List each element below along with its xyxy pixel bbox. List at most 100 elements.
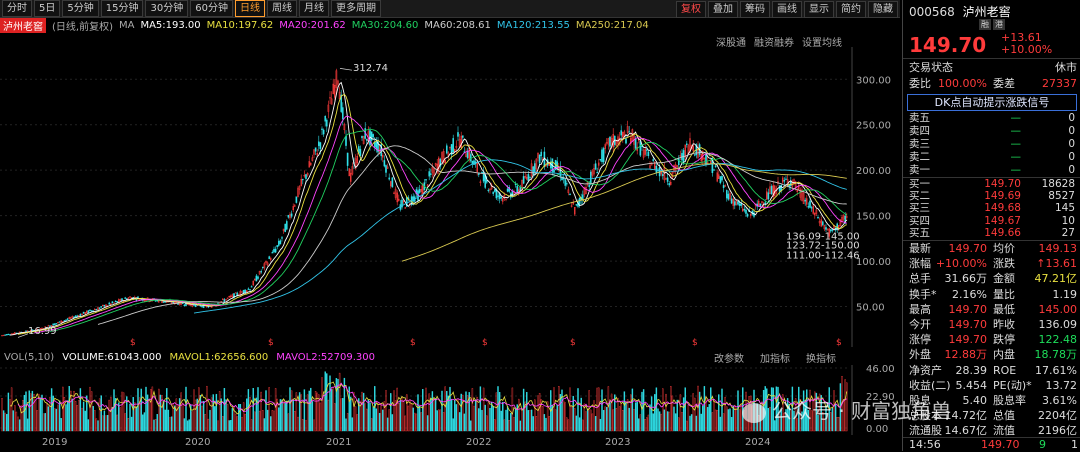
year-label: 2021 — [326, 437, 352, 448]
tab-5[interactable]: 60分钟 — [190, 0, 233, 17]
tab-4[interactable]: 30分钟 — [145, 0, 189, 17]
candlestick-chart[interactable]: 300.00 250.00 200.00 150.00 100.00 50.00 312.7… — [0, 47, 900, 347]
tab-7[interactable]: 周线 — [266, 0, 297, 17]
candle-body — [69, 317, 72, 319]
volume-bar — [334, 403, 336, 432]
candle-body — [727, 193, 730, 200]
volume-action-0[interactable]: 改参数 — [714, 354, 744, 365]
tab-1[interactable]: 5日 — [34, 0, 61, 17]
mini-link-0[interactable]: 深股通 — [716, 38, 746, 49]
volume-bar — [420, 412, 422, 432]
candle-body — [844, 215, 846, 224]
volume-bar — [359, 400, 362, 432]
volume-bar — [537, 395, 539, 432]
volume-bar — [799, 398, 802, 432]
tab-9[interactable]: 更多周期 — [330, 0, 381, 17]
ma-label[interactable]: MA — [118, 20, 135, 31]
volume-bar — [588, 390, 590, 432]
volume-bar — [316, 392, 318, 432]
level-price: — — [1010, 125, 1022, 137]
volume-bar — [662, 388, 664, 432]
candle-body — [420, 189, 423, 192]
volume-bar — [569, 387, 571, 432]
volume-bar — [38, 393, 40, 432]
volume-bar — [663, 409, 666, 432]
volume-bar — [492, 405, 494, 432]
candle-body — [253, 278, 256, 281]
toolbar-action-3[interactable]: 画线 — [772, 1, 802, 18]
candle-body — [273, 248, 275, 253]
volume-bar — [182, 402, 184, 432]
dividend-marker: $ — [692, 338, 698, 347]
volume-action-2[interactable]: 换指标 — [806, 354, 836, 365]
volume-bar — [73, 390, 75, 432]
volume-bar — [836, 417, 838, 432]
stat-row: 收益(二) 5.454 PE(动)* 13.72 — [903, 378, 1080, 394]
mini-link-2[interactable]: 设置均线 — [802, 38, 842, 49]
year-label: 2019 — [42, 437, 68, 448]
candle-body — [229, 295, 232, 297]
dk-signal-button[interactable]: DK点自动提示涨跌信号 — [907, 94, 1077, 111]
ma60-value: MA60:208.61 — [424, 20, 491, 31]
mini-link-1[interactable]: 融资融券 — [754, 38, 794, 49]
toolbar-action-2[interactable]: 筹码 — [740, 1, 770, 18]
candle-body — [703, 157, 706, 159]
tab-3[interactable]: 15分钟 — [100, 0, 144, 17]
candle-body — [170, 302, 173, 304]
candle-body — [473, 160, 475, 165]
volume-bar — [78, 400, 80, 432]
volume-bar — [124, 413, 126, 432]
volume-bar — [706, 407, 709, 432]
stat-label: 收益(二) — [909, 378, 951, 392]
volume-bar — [585, 411, 587, 432]
volume-bar — [746, 419, 749, 432]
volume-bar — [372, 406, 374, 432]
volume-bar — [526, 392, 528, 432]
candle-body — [329, 97, 331, 99]
volume-bar — [578, 417, 581, 432]
volume-bar — [134, 402, 136, 432]
volume-bar — [150, 389, 152, 432]
level-label: 买一 — [909, 178, 930, 190]
volume-bar — [668, 411, 670, 432]
volume-bar — [274, 388, 277, 432]
candle-body — [30, 330, 32, 332]
candle-body — [455, 145, 458, 148]
volume-bar — [721, 388, 723, 432]
volume-bar — [452, 418, 454, 432]
volume-bar — [52, 395, 54, 432]
volume-bar — [711, 412, 714, 432]
toolbar-action-5[interactable]: 简约 — [836, 1, 866, 18]
toolbar-action-4[interactable]: 显示 — [804, 1, 834, 18]
candle-body — [298, 186, 301, 190]
stock-name-tag[interactable]: 泸州老窖 — [0, 18, 46, 33]
volume-bar — [686, 420, 688, 432]
level-price: 149.68 — [984, 202, 1021, 215]
stock-badge: 港 — [993, 19, 1005, 30]
volume-bar — [446, 391, 448, 432]
tab-0[interactable]: 分时 — [2, 0, 32, 17]
volume-bar — [378, 412, 381, 432]
volume-bar — [350, 396, 352, 432]
tab-8[interactable]: 月线 — [298, 0, 329, 17]
volume-chart[interactable]: 46.00 22.90 0.00 — [0, 365, 900, 435]
price-change-block: +13.61 +10.00% — [1001, 32, 1052, 56]
trade-status-label: 交易状态 — [909, 61, 953, 74]
volume-bar — [511, 387, 514, 432]
level-label: 卖三 — [909, 138, 930, 150]
toolbar-action-1[interactable]: 叠加 — [708, 1, 738, 18]
tab-2[interactable]: 5分钟 — [62, 0, 99, 17]
candle-body — [814, 212, 816, 216]
stock-code: 000568 — [909, 5, 955, 19]
candle-body — [2, 334, 5, 337]
candle-body — [374, 142, 376, 147]
volume-action-1[interactable]: 加指标 — [760, 354, 790, 365]
toolbar-action-0[interactable]: 复权 — [676, 1, 706, 18]
volume-bar — [398, 403, 400, 432]
volume-bar — [302, 419, 304, 432]
tab-6[interactable]: 日线 — [234, 0, 265, 17]
volume-bar — [666, 411, 669, 432]
volume-bar — [532, 416, 534, 432]
candle-body — [119, 299, 122, 302]
toolbar-action-6[interactable]: 隐藏 — [868, 1, 898, 18]
